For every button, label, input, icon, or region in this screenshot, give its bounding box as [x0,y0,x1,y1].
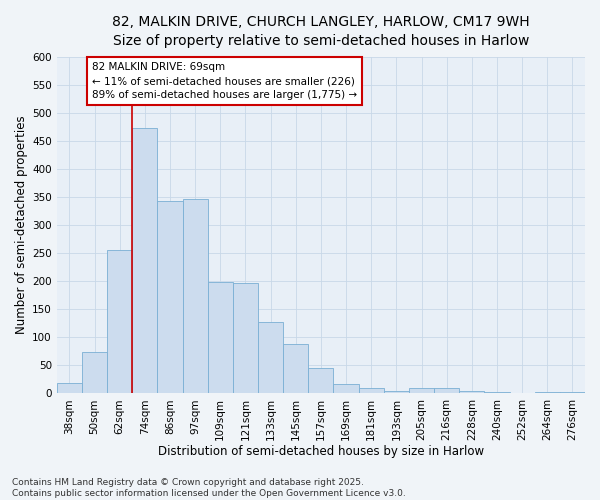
Bar [157,201,182,394]
Bar [208,282,233,394]
Bar [409,388,434,394]
Bar [308,368,334,394]
Bar [82,352,107,394]
Y-axis label: Number of semi-detached properties: Number of semi-detached properties [15,116,28,334]
Bar [233,284,258,394]
Bar [132,128,157,394]
Bar [384,390,409,394]
Bar [107,250,132,394]
Bar [459,390,484,394]
Bar [509,393,535,394]
Bar [283,344,308,394]
Title: 82, MALKIN DRIVE, CHURCH LANGLEY, HARLOW, CM17 9WH
Size of property relative to : 82, MALKIN DRIVE, CHURCH LANGLEY, HARLOW… [112,15,530,48]
Bar [334,384,359,394]
Bar [359,388,384,394]
Bar [434,388,459,394]
Bar [484,392,509,394]
Bar [57,383,82,394]
Bar [535,392,560,394]
Text: 82 MALKIN DRIVE: 69sqm
← 11% of semi-detached houses are smaller (226)
89% of se: 82 MALKIN DRIVE: 69sqm ← 11% of semi-det… [92,62,357,100]
X-axis label: Distribution of semi-detached houses by size in Harlow: Distribution of semi-detached houses by … [158,444,484,458]
Bar [258,322,283,394]
Text: Contains HM Land Registry data © Crown copyright and database right 2025.
Contai: Contains HM Land Registry data © Crown c… [12,478,406,498]
Bar [560,392,585,394]
Bar [182,198,208,394]
